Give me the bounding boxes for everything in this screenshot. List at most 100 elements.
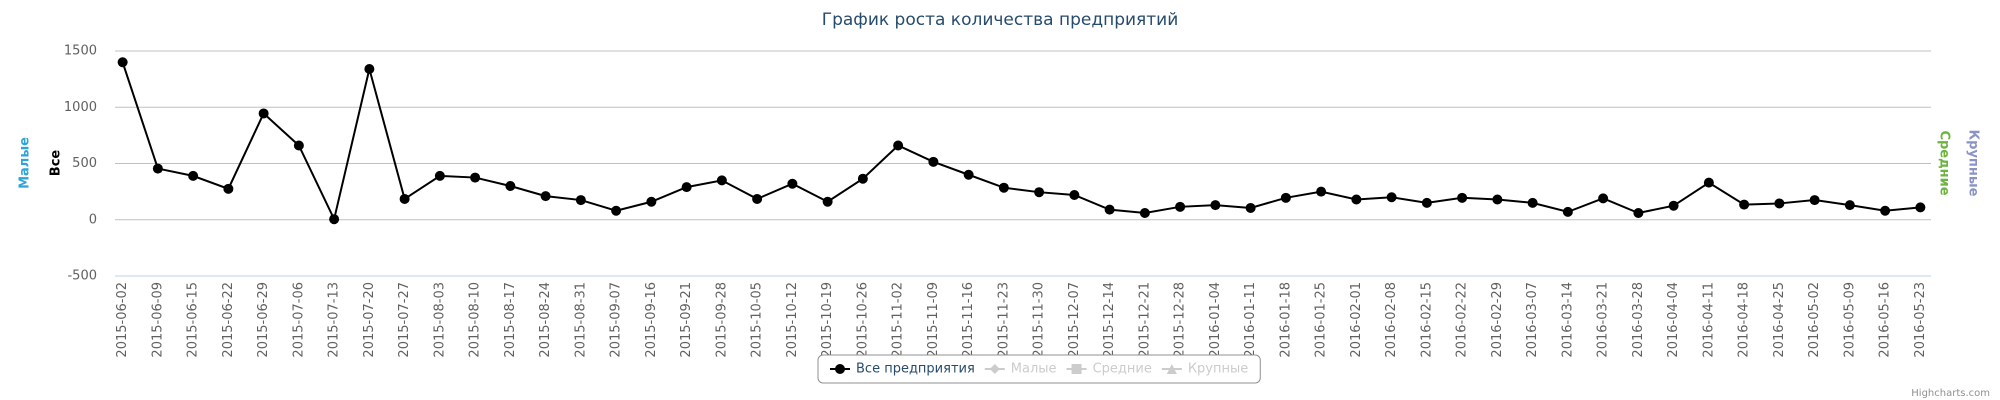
data-point [1245, 202, 1256, 213]
data-point [1492, 194, 1503, 205]
x-tick-label: 2015-07-20 [362, 282, 377, 358]
x-tick-label: 2016-04-18 [1737, 282, 1752, 358]
data-point [1598, 193, 1609, 204]
data-point [1527, 197, 1538, 208]
x-tick-label: 2015-09-07 [609, 282, 624, 358]
data-point [329, 214, 340, 225]
x-tick-label: 2015-08-10 [468, 282, 483, 358]
y-tick-label: 1000 [64, 100, 97, 115]
data-point [787, 178, 798, 189]
x-tick-label: 2016-03-07 [1525, 282, 1540, 358]
marker [835, 364, 845, 374]
x-tick-label: 2016-02-29 [1490, 282, 1505, 358]
x-tick-label: 2016-05-02 [1807, 282, 1822, 358]
data-point [1774, 198, 1785, 209]
data-point [752, 193, 763, 204]
x-tick-label: 2015-09-28 [714, 282, 729, 358]
data-point [188, 170, 199, 181]
x-tick-label: 2016-03-28 [1631, 282, 1646, 358]
data-point [540, 191, 551, 202]
data-point [1809, 195, 1820, 206]
x-tick-label: 2015-07-27 [397, 282, 412, 358]
data-point [1210, 200, 1221, 211]
x-tick-label: 2016-02-22 [1455, 282, 1470, 358]
x-tick-label: 2015-12-21 [1137, 282, 1152, 358]
y-tick-label: -500 [67, 269, 97, 284]
data-point [1175, 201, 1186, 212]
data-point [258, 108, 269, 119]
x-tick-label: 2015-06-29 [256, 282, 271, 358]
data-point [399, 193, 410, 204]
y-tick-label: 500 [72, 156, 97, 171]
data-point [1034, 187, 1045, 198]
data-point [822, 196, 833, 207]
x-tick-label: 2016-02-15 [1419, 282, 1434, 358]
credits[interactable]: Highcharts.com [1911, 388, 1990, 399]
legend-label: Средние [1093, 362, 1152, 377]
series-line [121, 61, 1921, 223]
x-tick-label: 2015-10-26 [855, 282, 870, 358]
data-point [1844, 200, 1855, 211]
data-point [1351, 194, 1362, 205]
legend-item[interactable]: Крупные [1161, 362, 1248, 377]
marker [989, 364, 1000, 374]
chart-title: График роста количества предприятий [822, 10, 1179, 30]
data-point [1668, 200, 1679, 211]
data-point [117, 57, 128, 68]
data-point [1457, 192, 1468, 203]
legend-item[interactable]: Средние [1066, 362, 1152, 377]
x-tick-label: 2015-10-12 [785, 282, 800, 358]
data-point [1316, 186, 1327, 197]
data-point [998, 182, 1009, 193]
x-tick-label: 2015-10-05 [750, 282, 765, 358]
x-tick-label: 2015-12-07 [1067, 282, 1082, 358]
data-point [1739, 199, 1750, 210]
x-tick-label: 2015-11-30 [1032, 282, 1047, 358]
x-tick-label: 2015-06-22 [221, 282, 236, 358]
data-point [893, 140, 904, 151]
data-point [1421, 197, 1432, 208]
data-point [1069, 190, 1080, 200]
legend-label: Малые [1011, 362, 1057, 377]
x-tick-label: 2015-11-02 [891, 282, 906, 358]
data-point [1633, 208, 1644, 218]
x-tick-label: 2016-03-21 [1596, 282, 1611, 358]
data-point [611, 205, 622, 216]
data-point [505, 181, 516, 191]
x-tick-label: 2015-06-15 [186, 282, 201, 358]
data-point [1139, 208, 1150, 218]
legend-label: Крупные [1188, 362, 1248, 377]
x-tick-label: 2015-06-09 [150, 282, 165, 358]
axis-title: Все [49, 150, 64, 177]
data-point [646, 196, 657, 207]
data-point [223, 183, 234, 194]
data-point [928, 156, 939, 167]
y-tick-label: 1500 [64, 44, 97, 59]
x-tick-label: 2015-09-16 [644, 282, 659, 358]
data-point [575, 195, 586, 206]
x-tick-label: 2015-08-17 [503, 282, 518, 358]
x-tick-label: 2016-02-08 [1384, 282, 1399, 358]
x-tick-label: 2015-08-03 [432, 282, 447, 358]
x-tick-label: 2016-04-25 [1772, 282, 1787, 358]
data-point [293, 140, 304, 151]
x-tick-label: 2015-12-28 [1173, 282, 1188, 358]
data-point [1562, 206, 1573, 217]
x-tick-label: 2016-04-11 [1701, 282, 1716, 358]
x-tick-label: 2016-05-09 [1842, 282, 1857, 358]
x-tick-label: 2015-08-24 [538, 282, 553, 358]
legend-item[interactable]: Все предприятия [830, 362, 975, 377]
data-point [681, 182, 692, 193]
x-tick-label: 2015-12-14 [1102, 282, 1117, 358]
marker [1166, 364, 1177, 374]
data-point [1703, 177, 1714, 188]
data-point [1280, 192, 1291, 203]
x-tick-label: 2016-03-14 [1560, 282, 1575, 358]
y-tick-label: 0 [89, 212, 97, 227]
legend-item[interactable]: Малые [984, 362, 1057, 377]
x-tick-label: 2015-08-31 [573, 282, 588, 358]
axis-title: Малые [18, 137, 33, 189]
x-tick-label: 2016-01-11 [1243, 282, 1258, 358]
x-tick-label: 2015-10-19 [820, 282, 835, 358]
